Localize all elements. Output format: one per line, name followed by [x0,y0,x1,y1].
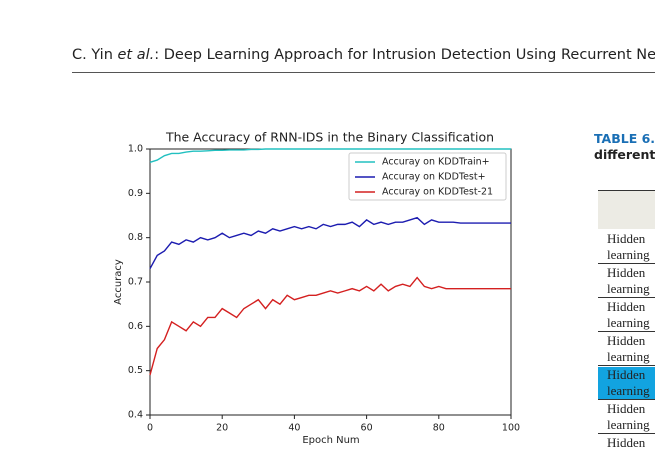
y-tick-label: 0.5 [128,365,143,376]
cell-text: Hidden [607,401,646,416]
y-tick-label: 0.4 [128,410,143,421]
chart-title: The Accuracy of RNN-IDS in the Binary Cl… [165,130,494,145]
y-tick-label: 0.8 [128,232,143,243]
header-text: C. Yin [72,47,118,63]
y-tick-label: 0.6 [128,321,143,332]
table-header [598,191,655,229]
y-tick-label: 1.0 [128,144,143,155]
cell-text: Hidden [607,299,646,314]
table-cell: Hidden learning [598,265,655,298]
data-line [149,148,511,163]
page: {"header": {"parts": ["C. Yin ", "et al.… [72,47,655,450]
chart: The Accuracy of RNN-IDS in the Binary Cl… [113,130,520,447]
table-cell: Hidden learning [598,333,655,366]
data-line [149,216,511,270]
cell-text: Hidden [607,265,646,280]
cell-text: learning [607,417,650,432]
table-cell: Hidden learning [598,401,655,434]
table-rule [598,190,655,191]
cell-text: learning [607,281,650,296]
row-rule [598,263,655,264]
legend-label: Accuray on KDDTrain+ [382,157,490,168]
x-axis-label: Epoch Num [302,435,359,446]
cell-text: Hidden [607,333,646,348]
cell-text: learning [607,247,650,262]
x-tick-label: 100 [502,423,520,434]
cell-text: learning [607,315,650,330]
running-header: C. Yin et al.: Deep Learning Approach fo… [72,47,655,63]
table-label: TABLE 6. [594,131,655,146]
table-caption: different [594,147,655,162]
row-rule [598,365,655,366]
cell-text: Hidden [607,231,646,246]
table-cell: Hidden learning [598,299,655,332]
x-tick-label: 80 [433,423,445,434]
row-rule [598,331,655,332]
y-axis-label: Accuracy [113,259,124,305]
header-text: : Deep Learning Approach for Intrusion D… [154,47,655,63]
row-rule [598,399,655,400]
cell-text: Hidden [607,435,646,450]
x-tick-label: 0 [147,423,153,434]
x-tick-label: 20 [216,423,228,434]
header-text: et al. [117,47,155,63]
data-line [149,276,511,376]
y-tick-label: 0.9 [128,188,143,199]
y-tick-label: 0.7 [128,277,143,288]
legend-label: Accuray on KDDTest-21 [382,187,493,198]
x-tick-label: 40 [288,423,300,434]
cell-text: learning [607,349,650,364]
table-cell: Hidden learning [598,367,655,400]
cell-text: Hidden [607,367,646,382]
legend-label: Accuray on KDDTest+ [382,172,486,183]
table-cell: Hidden learning [598,231,655,264]
legend-box [348,152,507,201]
cell-text: learning [607,383,650,398]
table-cell: Hidden [598,435,655,468]
row-rule [598,433,655,434]
header-rule [72,72,655,73]
x-tick-label: 60 [361,423,373,434]
row-rule [598,297,655,298]
